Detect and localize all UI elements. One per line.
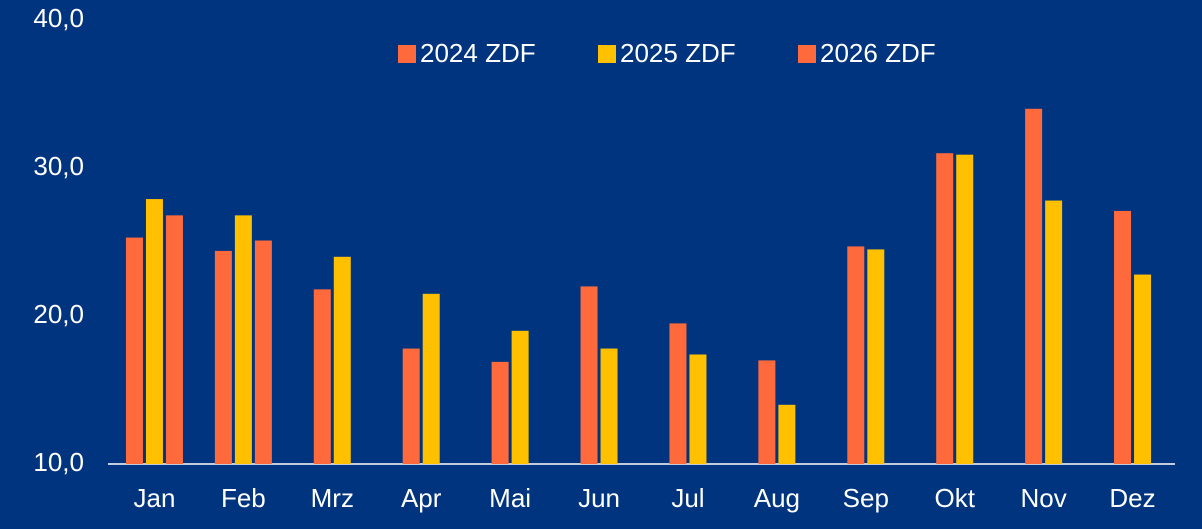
- bar: [313, 289, 331, 464]
- bar: [1134, 274, 1152, 464]
- bar: [689, 354, 707, 464]
- bar: [936, 153, 954, 464]
- x-tick-label: Dez: [1109, 483, 1155, 513]
- bar: [600, 348, 618, 464]
- y-tick-label: 10,0: [33, 447, 84, 477]
- bar: [511, 330, 529, 464]
- legend-swatch: [398, 45, 416, 63]
- x-tick-label: Feb: [221, 483, 266, 513]
- bar: [422, 293, 440, 464]
- bar: [254, 240, 272, 464]
- bar: [333, 256, 351, 464]
- x-tick-label: Nov: [1021, 483, 1067, 513]
- bar: [758, 360, 776, 464]
- bar: [669, 323, 687, 464]
- legend-label: 2025 ZDF: [620, 38, 736, 68]
- bar: [1045, 200, 1063, 464]
- bar: [867, 249, 885, 464]
- x-tick-label: Aug: [754, 483, 800, 513]
- bar: [402, 348, 420, 464]
- x-tick-label: Okt: [934, 483, 975, 513]
- x-tick-label: Mai: [489, 483, 531, 513]
- x-tick-label: Jan: [133, 483, 175, 513]
- x-tick-label: Mrz: [311, 483, 354, 513]
- x-tick-label: Sep: [843, 483, 889, 513]
- bar: [580, 286, 598, 464]
- bar: [847, 246, 865, 464]
- x-tick-label: Apr: [401, 483, 442, 513]
- bar: [491, 361, 509, 464]
- y-tick-label: 40,0: [33, 3, 84, 33]
- bar: [165, 215, 183, 464]
- legend-swatch: [798, 45, 816, 63]
- bar: [956, 154, 974, 464]
- legend-swatch: [598, 45, 616, 63]
- bar: [145, 199, 163, 464]
- bar: [214, 250, 232, 464]
- legend-label: 2026 ZDF: [820, 38, 936, 68]
- bar: [1025, 108, 1043, 465]
- legend-label: 2024 ZDF: [420, 38, 536, 68]
- y-tick-label: 30,0: [33, 151, 84, 181]
- bar: [125, 237, 143, 464]
- bar: [778, 404, 796, 464]
- x-tick-label: Jun: [578, 483, 620, 513]
- bar: [1114, 210, 1132, 464]
- y-tick-label: 20,0: [33, 299, 84, 329]
- bar: [234, 215, 252, 464]
- x-tick-label: Jul: [671, 483, 704, 513]
